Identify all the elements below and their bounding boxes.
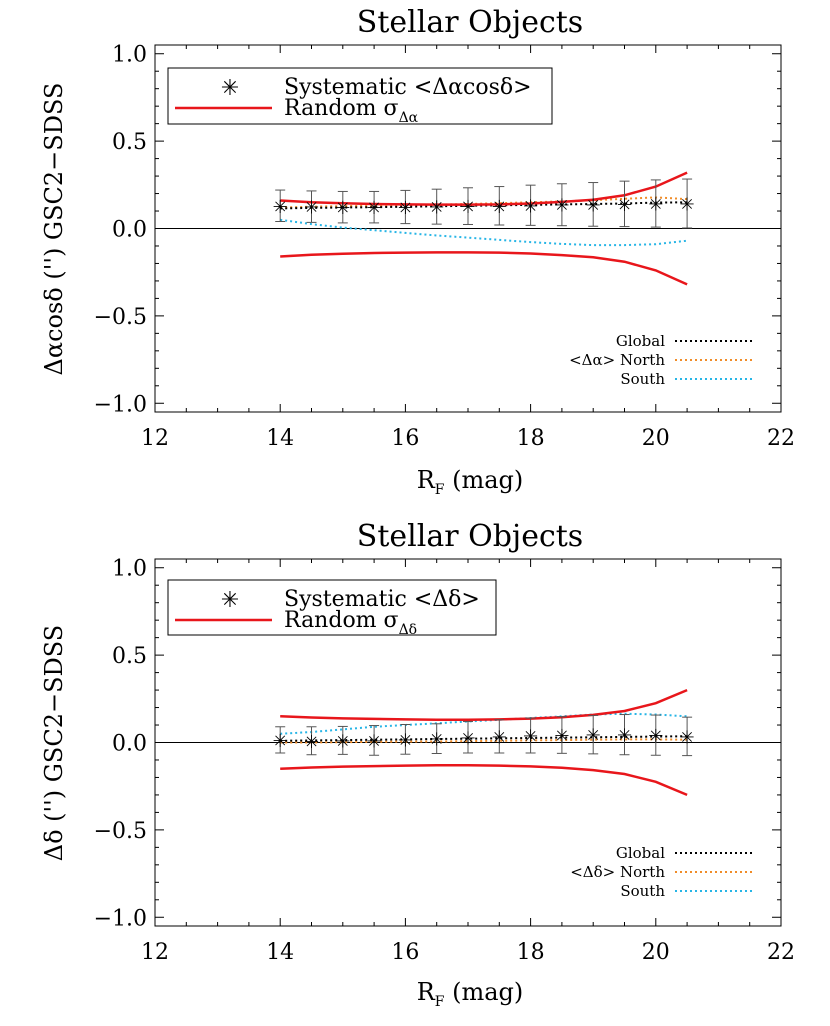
legend-asterisk-marker: ✳ [221,76,239,101]
y-tick-label: 0.0 [112,732,147,757]
systematic-point: ✳ [273,731,288,752]
series-south-line [280,218,688,247]
legend-regions: Global <Δα> North South [569,332,752,388]
systematic-point: ✳ [273,197,288,218]
legend-asterisk-marker: ✳ [221,588,239,613]
y-axis-label: Δδ ('') GSC2−SDSS [40,625,68,861]
top-chart-panel: Stellar Objects RF (mag) Δαcosδ ('') GSC… [40,5,795,498]
legend-box: ✳ Systematic <Δαcosδ> Random σΔα [167,67,553,126]
systematic-point: ✳ [304,198,319,219]
x-tick-label: 16 [391,940,419,965]
systematic-point: ✳ [304,732,319,753]
chart-marks: 12 14 16 18 20 221.00.50.0−0.5−1.0✳ ✳ ✳ ✳ ✳ ✳ ✳ ✳ ✳ ✳ ✳… [94,557,795,965]
systematic-point: ✳ [492,727,507,748]
systematic-point: ✳ [680,727,695,748]
y-tick-label: −1.0 [94,906,147,931]
legend-box: ✳ Systematic <Δδ> Random σΔδ [167,579,497,638]
systematic-point: ✳ [554,196,569,217]
legend-south-label: South [620,882,665,900]
y-tick-label: −0.5 [94,819,147,844]
systematic-point: ✳ [523,727,538,748]
systematic-point: ✳ [492,197,507,218]
bottom-chart-panel: Stellar Objects RF (mag) Δδ ('') GSC2−SD… [40,519,795,1010]
systematic-point: ✳ [586,726,601,747]
x-tick-label: 12 [141,426,169,451]
systematic-point: ✳ [680,195,695,216]
y-tick-label: −1.0 [94,392,147,417]
systematic-point: ✳ [335,198,350,219]
x-axis-label: RF (mag) [417,466,524,498]
x-tick-label: 14 [266,426,294,451]
systematic-point: ✳ [617,195,632,216]
systematic-point: ✳ [617,726,632,747]
systematic-point: ✳ [648,195,663,216]
y-tick-label: 1.0 [112,43,147,68]
x-tick-label: 20 [642,426,670,451]
systematic-point: ✳ [554,726,569,747]
systematic-point: ✳ [367,731,382,752]
series-random-lower-line [280,251,688,286]
legend-global-label: Global [616,844,665,862]
systematic-point: ✳ [648,726,663,747]
x-tick-label: 16 [391,426,419,451]
legend-random-label: Random σΔα [284,96,419,126]
systematic-point: ✳ [429,198,444,219]
systematic-point: ✳ [398,198,413,219]
x-tick-label: 18 [517,940,545,965]
series-random-upper-line [280,688,688,722]
y-tick-label: −0.5 [94,305,147,330]
legend-random-label: Random σΔδ [284,608,417,638]
systematic-point: ✳ [460,197,475,218]
x-tick-label: 22 [767,940,795,965]
legend-global-label: Global [616,332,665,350]
x-tick-label: 18 [517,426,545,451]
x-tick-label: 12 [141,940,169,965]
legend-systematic-label: Systematic <Δδ> [284,587,480,612]
legend-south-label: South [620,370,665,388]
y-tick-label: 0.5 [112,644,147,669]
systematic-point: ✳ [398,730,413,751]
systematic-point: ✳ [586,195,601,216]
legend-frame [167,579,497,636]
systematic-point: ✳ [523,196,538,217]
legend-regions: Global <Δδ> North South [570,844,752,900]
x-tick-label: 14 [266,940,294,965]
chart-title: Stellar Objects [357,519,583,554]
legend-north-label: <Δδ> North [570,863,665,881]
x-tick-label: 20 [642,940,670,965]
x-tick-label: 22 [767,426,795,451]
legend-systematic-label: Systematic <Δαcosδ> [284,75,532,100]
legend-north-label: <Δα> North [569,351,665,369]
legend-frame [167,67,553,125]
y-tick-label: 0.5 [112,130,147,155]
systematic-point: ✳ [335,731,350,752]
series-random-upper-line [280,171,688,206]
chart-title: Stellar Objects [357,5,583,40]
chart-marks: 12 14 16 18 20 221.00.50.0−0.5−1.0✳ ✳ ✳ ✳ ✳ ✳ ✳ ✳ ✳ ✳ ✳… [94,43,795,451]
systematic-point: ✳ [367,198,382,219]
series-random-lower-line [280,763,688,797]
y-tick-label: 1.0 [112,557,147,582]
systematic-point: ✳ [460,728,475,749]
x-axis-label: RF (mag) [417,978,524,1010]
systematic-point: ✳ [429,730,444,751]
y-axis-label: Δαcosδ ('') GSC2−SDSS [40,83,68,376]
y-tick-label: 0.0 [112,218,147,243]
